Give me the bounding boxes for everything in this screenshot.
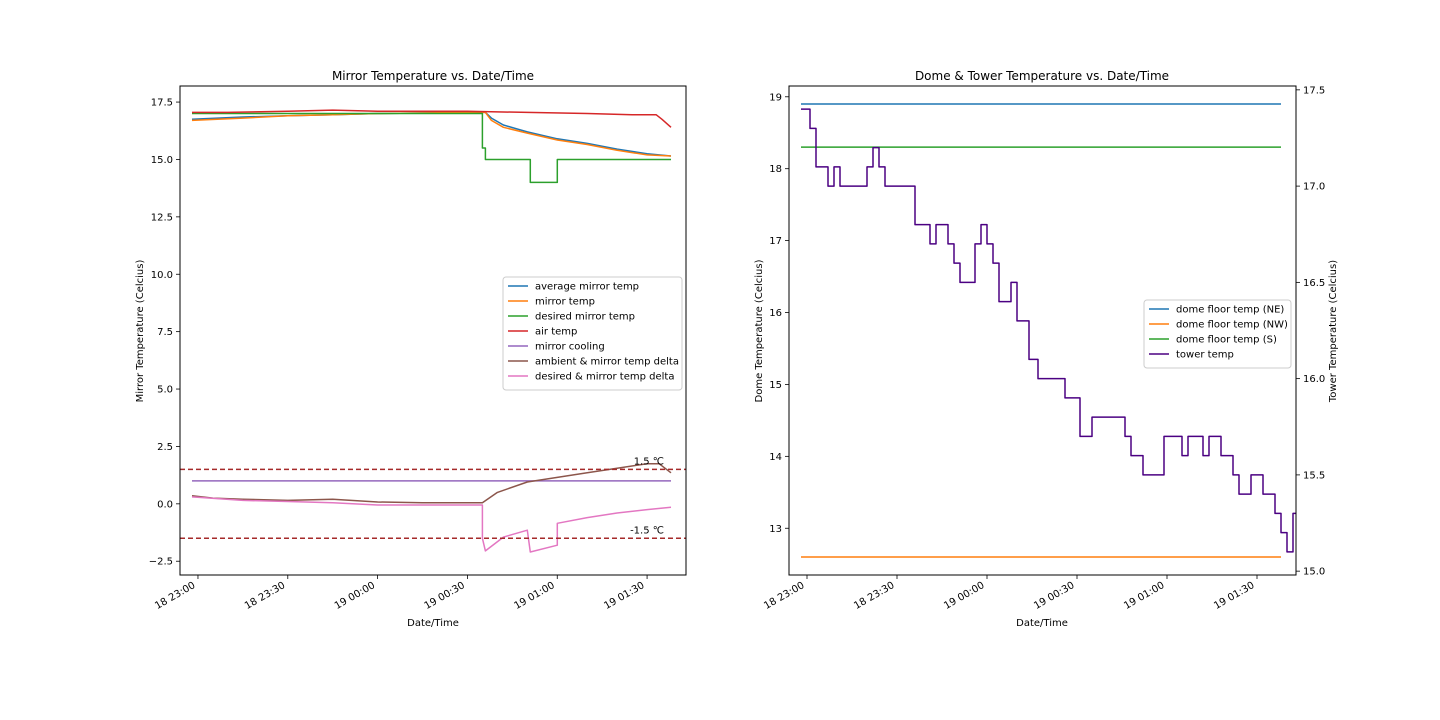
x-axis-ticks: 18 23:00 18 23:30 19 00:00 19 00:30 19 01:00… (762, 575, 1258, 612)
reference-lines: 1.5 ℃ -1.5 ℃ (180, 456, 686, 540)
reference-line-label: -1.5 ℃ (630, 525, 664, 536)
legend-label: dome floor temp (S) (1176, 335, 1277, 346)
y-axis-ticks: 13 14 15 16 17 18 19 (769, 92, 789, 535)
x-axis-label: Date/Time (1016, 618, 1068, 629)
x-tick-label: 18 23:00 (153, 580, 197, 612)
x-tick-label: 18 23:30 (852, 580, 896, 612)
plot-frame (788, 85, 1297, 576)
y-tick-label: 7.5 (157, 327, 173, 338)
y-tick-label: 13 (769, 524, 782, 535)
legend: dome floor temp (NE) dome floor temp (NW)… (1143, 299, 1292, 369)
chart-title: Dome & Tower Temperature vs. Date/Time (915, 69, 1169, 83)
right-y-tick-label: 17.0 (1303, 182, 1325, 193)
right-y-tick-label: 15.0 (1303, 567, 1325, 578)
y-tick-label: 18 (769, 164, 782, 175)
y-axis-label: Dome Temperature (Celcius) (754, 259, 765, 402)
y-axis-label: Mirror Temperature (Celcius) (135, 260, 146, 403)
y-tick-label: 15.0 (151, 155, 173, 166)
x-tick-label: 18 23:00 (762, 580, 806, 612)
y-tick-label: −2.5 (149, 557, 173, 568)
legend-label: mirror cooling (535, 342, 605, 353)
dome-tower-temperature-chart: Dome & Tower Temperature vs. Date/Time 1… (754, 69, 1339, 629)
y-tick-label: 19 (769, 92, 782, 103)
series-group (801, 103, 1296, 558)
legend-label: desired mirror temp (535, 312, 635, 323)
legend-label: average mirror temp (535, 282, 639, 293)
y-tick-label: 10.0 (151, 270, 173, 281)
y-tick-label: 0.0 (157, 499, 173, 510)
x-tick-label: 19 01:30 (602, 580, 646, 612)
x-tick-label: 19 00:30 (423, 580, 467, 612)
right-y-tick-label: 15.5 (1303, 470, 1325, 481)
x-tick-label: 18 23:30 (243, 580, 287, 612)
x-tick-label: 19 00:00 (333, 580, 377, 612)
x-tick-label: 19 01:00 (513, 580, 557, 612)
legend-label: dome floor temp (NW) (1176, 320, 1288, 331)
y-tick-label: 5.0 (157, 385, 173, 396)
series-line-average-mirror-temp (191, 111, 672, 157)
legend: average mirror temp mirror temp desired mi… (502, 276, 683, 391)
legend-label: desired & mirror temp delta (535, 372, 674, 383)
legend-box (502, 276, 683, 391)
legend-box (1143, 299, 1292, 369)
right-y-axis-label: Tower Temperature (Celcius) (1328, 260, 1339, 403)
y-tick-label: 14 (769, 452, 782, 463)
y-tick-label: 12.5 (151, 212, 173, 223)
series-line-tower-temp (801, 108, 1296, 553)
chart-title: Mirror Temperature vs. Date/Time (332, 69, 534, 83)
y-tick-label: 16 (769, 308, 782, 319)
mirror-temperature-chart: Mirror Temperature vs. Date/Time 1.5 ℃ -1… (135, 69, 687, 629)
y-tick-label: 17 (769, 236, 782, 247)
x-tick-label: 19 01:00 (1122, 580, 1166, 612)
right-y-tick-label: 16.0 (1303, 374, 1325, 385)
series-line-ambient-mirror-temp-delta (191, 462, 672, 504)
series-line-mirror-temp (191, 111, 672, 157)
x-tick-label: 19 00:00 (942, 580, 986, 612)
series-group (191, 109, 672, 553)
right-y-axis-ticks: 15.0 15.5 16.0 16.5 17.0 17.5 (1296, 85, 1325, 578)
legend-label: dome floor temp (NE) (1176, 305, 1284, 316)
legend-label: ambient & mirror temp delta (535, 357, 679, 368)
y-tick-label: 17.5 (151, 98, 173, 109)
y-tick-label: 15 (769, 380, 782, 391)
right-y-tick-label: 17.5 (1303, 85, 1325, 96)
x-axis-ticks: 18 23:00 18 23:30 19 00:00 19 00:30 19 01:00… (153, 575, 648, 612)
series-line-air-temp (192, 109, 672, 128)
series-line-desired-mirror-temp-delta (191, 496, 672, 553)
y-tick-label: 2.5 (157, 442, 173, 453)
right-y-tick-label: 16.5 (1303, 278, 1325, 289)
legend-label: air temp (535, 327, 577, 338)
x-tick-label: 19 01:30 (1212, 580, 1256, 612)
y-axis-ticks: −2.5 0.0 2.5 5.0 7.5 10.0 12.5 15.0 17.5 (149, 98, 180, 568)
x-axis-label: Date/Time (407, 618, 459, 629)
plot-frame (179, 85, 687, 576)
series-line-desired-mirror-temp (192, 112, 671, 184)
legend-label: tower temp (1176, 350, 1234, 361)
legend-label: mirror temp (535, 297, 595, 308)
reference-line-label: 1.5 ℃ (634, 456, 664, 467)
x-tick-label: 19 00:30 (1032, 580, 1076, 612)
